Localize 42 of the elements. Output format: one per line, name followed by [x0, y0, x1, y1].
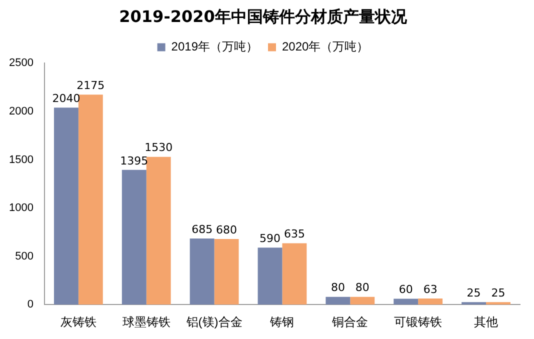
bar: [326, 296, 350, 305]
data-label: 685: [192, 222, 213, 236]
x-tick-label: 铸钢: [269, 315, 294, 330]
data-label: 2175: [76, 78, 105, 92]
bar: [258, 248, 282, 305]
x-tick-label: 铜合金: [331, 315, 368, 330]
data-label: 680: [216, 223, 238, 236]
data-label: 63: [423, 282, 438, 296]
bar: [78, 94, 103, 305]
x-tick-label: 可锻铸铁: [394, 315, 442, 330]
data-label: 1530: [144, 141, 173, 154]
bar: [394, 298, 418, 305]
data-label: 635: [284, 228, 305, 241]
data-label: 25: [491, 286, 506, 300]
y-tick-label: 2000: [8, 106, 34, 118]
bar: [462, 302, 486, 305]
data-label: 60: [398, 283, 413, 296]
data-label: 80: [330, 281, 345, 294]
x-tick-label: 球墨铸铁: [122, 315, 170, 330]
x-tick-label: 灰铸铁: [60, 315, 96, 330]
bar: [418, 298, 443, 305]
bar: [146, 156, 171, 305]
x-tick-label: 其他: [474, 315, 498, 330]
y-tick-label: 2500: [8, 57, 34, 70]
bar: [190, 238, 214, 305]
bar: [282, 243, 307, 305]
bar: [214, 238, 239, 305]
x-tick-label: 铝(镁)合金: [185, 315, 242, 330]
legend-label: 2020年（万吨）: [282, 40, 369, 54]
y-tick-label: 500: [15, 250, 34, 262]
bar: [122, 170, 146, 305]
bar: [486, 302, 510, 305]
data-label: 590: [260, 232, 281, 245]
y-tick-label: 1500: [8, 154, 34, 166]
y-tick-label: 0: [27, 298, 34, 311]
y-tick-label: 1000: [8, 202, 34, 214]
data-label: 80: [355, 281, 370, 294]
bar: [350, 296, 375, 305]
data-label: 25: [466, 286, 481, 300]
chart-title: 2019-2020年中国铸件分材质产量状况: [119, 6, 408, 26]
legend-label: 2019年（万吨）: [171, 40, 258, 54]
bar: [54, 108, 78, 305]
